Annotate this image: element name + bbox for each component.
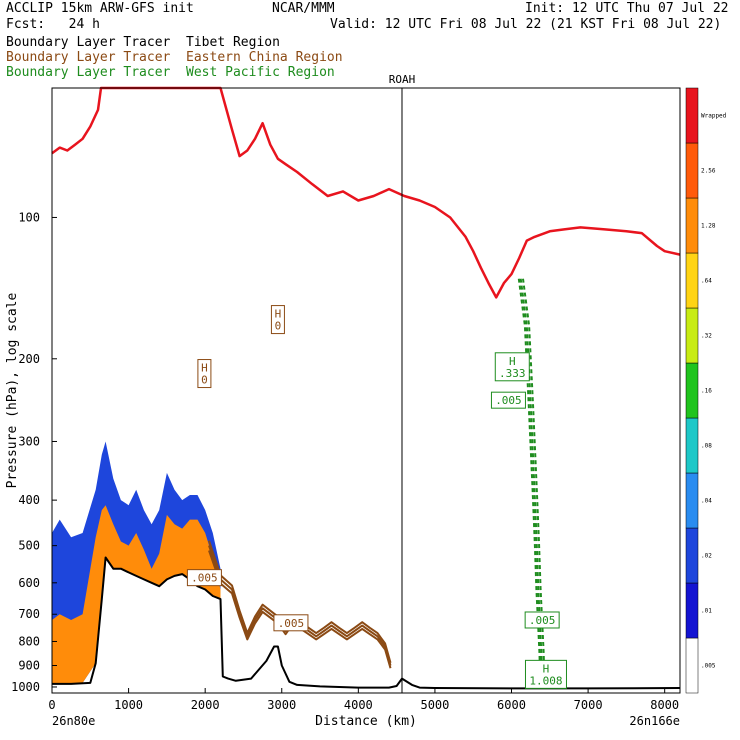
- contour-label-text-3: .005: [278, 617, 305, 630]
- colorbar-swatch: [685, 362, 699, 419]
- y-tick-label: 400: [18, 493, 40, 507]
- contour-label-box-7: [524, 659, 567, 689]
- contour-label-text-6: .005: [529, 614, 556, 627]
- contour-label-box-2: [186, 569, 222, 587]
- legend-tibet: Boundary Layer Tracer Tibet Region: [6, 35, 280, 50]
- x-tick-label: 0: [48, 698, 55, 712]
- contour-label-text-1: H: [201, 362, 208, 375]
- contour-label-box-4: [494, 352, 530, 382]
- y-tick-label: 900: [18, 658, 40, 672]
- tracer-band-orange: [52, 505, 221, 684]
- tropopause-line: [51, 86, 681, 299]
- green-contour-line-1: [519, 278, 544, 683]
- colorbar-swatch: [685, 307, 699, 364]
- x-tick-label: 1000: [114, 698, 143, 712]
- contour-label-text-0: 0: [275, 320, 282, 333]
- colorbar-label: .005: [701, 663, 716, 670]
- colorbar-label: Wrapped: [701, 113, 727, 120]
- y-axis-label: Pressure (hPa), log scale: [5, 292, 20, 488]
- x-tick-label: 8000: [650, 698, 679, 712]
- terrain-line: [52, 556, 681, 690]
- colorbar-label: .01: [701, 608, 712, 615]
- colorbar-swatch: [685, 142, 699, 199]
- colorbar-label: .02: [701, 553, 712, 560]
- contour-label-box-6: [524, 611, 560, 629]
- model-title: ACCLIP 15km ARW-GFS init: [6, 1, 194, 16]
- green-contour-line-2: [522, 278, 546, 683]
- x-tick-label: 7000: [574, 698, 603, 712]
- colorbar-label: .64: [701, 278, 712, 285]
- colorbar: .005 .01 .02 .04 .08 .16 .32 .64 1.28 2.56 Wrapped: [685, 87, 727, 694]
- y-tick-label: 500: [18, 539, 40, 553]
- tracer-fill-layer: [52, 441, 221, 684]
- x-tick-label: 4000: [344, 698, 373, 712]
- valid-time: Valid: 12 UTC Fri 08 Jul 22 (21 KST Fri …: [330, 17, 722, 32]
- colorbar-swatch: [685, 197, 699, 254]
- colorbar-swatch: [685, 637, 699, 694]
- colorbar-label: .08: [701, 443, 712, 450]
- y-tick-label: 800: [18, 634, 40, 648]
- contour-label-box-5: [490, 391, 526, 409]
- series-layer: [51, 86, 681, 690]
- contour-label-text-1: 0: [201, 374, 208, 387]
- contour-label-text-7: H: [543, 662, 550, 675]
- org-label: NCAR/MMM: [272, 1, 335, 16]
- endpoint-left-label: 26n80e: [52, 714, 95, 728]
- x-tick-label: 2000: [191, 698, 220, 712]
- init-time: Init: 12 UTC Thu 07 Jul 22: [525, 1, 729, 16]
- forecast-hour: Fcst: 24 h: [6, 17, 100, 32]
- contour-label-box-0: [270, 305, 285, 335]
- legend-eastern-china: Boundary Layer Tracer Eastern China Regi…: [6, 50, 343, 65]
- contour-label-text-4: .333: [499, 367, 526, 380]
- brown-contour-line-2: [208, 540, 392, 664]
- x-tick-label: 6000: [497, 698, 526, 712]
- colorbar-swatch: [685, 417, 699, 474]
- endpoint-right-label: 26n166e: [629, 714, 680, 728]
- y-tick-label: 300: [18, 434, 40, 448]
- y-tick-label: 100: [18, 210, 40, 224]
- colorbar-label: .32: [701, 333, 712, 340]
- y-tick-label: 600: [18, 576, 40, 590]
- y-tick-label: 200: [18, 352, 40, 366]
- green-contour-line-0: [517, 278, 542, 683]
- plot-frame: [51, 87, 681, 694]
- contour-label-text-5: .005: [495, 394, 522, 407]
- y-tick-label: 700: [18, 607, 40, 621]
- colorbar-swatch: [685, 87, 699, 144]
- x-axis-label: Distance (km): [315, 714, 417, 729]
- contour-label-text-4: H: [509, 355, 516, 368]
- contour-label-text-0: H: [275, 308, 282, 321]
- legend-west-pacific: Boundary Layer Tracer West Pacific Regio…: [6, 65, 335, 80]
- colorbar-swatch: [685, 472, 699, 529]
- contour-label-box-3: [273, 614, 309, 632]
- x-tick-label: 5000: [420, 698, 449, 712]
- contour-label-text-7: 1.008: [529, 674, 562, 687]
- colorbar-label: 1.28: [701, 223, 716, 230]
- colorbar-label: 2.56: [701, 168, 716, 175]
- colorbar-label: .16: [701, 388, 712, 395]
- x-tick-label: 3000: [267, 698, 296, 712]
- roah-label: ROAH: [389, 73, 416, 86]
- colorbar-swatch: [685, 527, 699, 584]
- brown-contour-line-1: [208, 550, 392, 669]
- y-tick-label: 1000: [11, 680, 40, 694]
- contour-label-box-1: [197, 359, 212, 389]
- colorbar-label: .04: [701, 498, 712, 505]
- colorbar-swatch: [685, 252, 699, 309]
- colorbar-swatch: [685, 582, 699, 639]
- contour-label-text-2: .005: [191, 572, 218, 585]
